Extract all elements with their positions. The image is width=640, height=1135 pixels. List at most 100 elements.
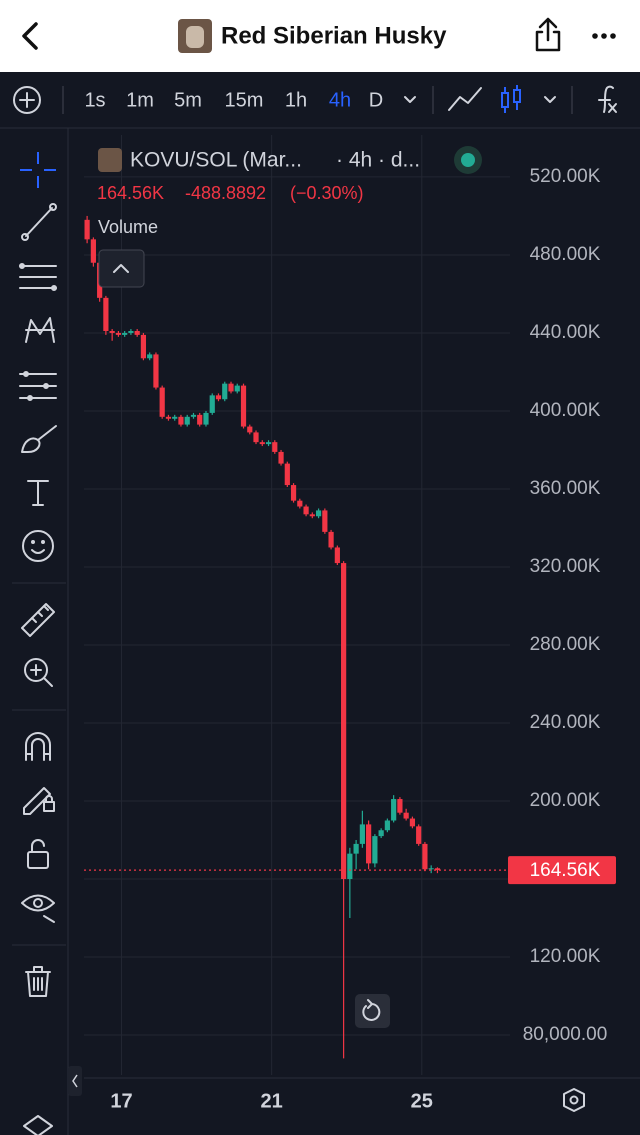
layers-tool[interactable] bbox=[23, 1115, 53, 1135]
emoji-tool[interactable] bbox=[22, 530, 54, 562]
interval-dropdown[interactable] bbox=[404, 96, 416, 103]
reset-button[interactable] bbox=[355, 994, 390, 1028]
candle-body bbox=[372, 836, 378, 864]
y-tick-label: 200.00K bbox=[530, 790, 601, 811]
candle-body bbox=[172, 416, 178, 419]
zoom-tool[interactable] bbox=[24, 658, 53, 687]
y-tick-label: 400.00K bbox=[530, 400, 601, 421]
indicators-button[interactable] bbox=[598, 85, 617, 113]
y-tick-label: 80,000.00 bbox=[523, 1024, 608, 1045]
candle-body bbox=[115, 332, 122, 335]
share-button[interactable] bbox=[535, 17, 561, 52]
interval-button[interactable]: 1h bbox=[285, 89, 307, 111]
x-tick-label: 17 bbox=[110, 1090, 132, 1112]
x-tick-label: 21 bbox=[261, 1090, 283, 1112]
candle-body bbox=[253, 432, 259, 443]
y-tick-label: 320.00K bbox=[530, 556, 601, 577]
brush-tool[interactable] bbox=[21, 425, 57, 453]
candle-body bbox=[397, 799, 403, 813]
interval-button[interactable]: 15m bbox=[225, 89, 264, 111]
x-tick-label: 25 bbox=[411, 1090, 433, 1112]
candle-body bbox=[359, 824, 365, 844]
candle-body bbox=[259, 442, 265, 445]
nav-bar bbox=[0, 0, 640, 72]
candle-body bbox=[178, 416, 184, 425]
y-tick-label: 440.00K bbox=[530, 322, 601, 343]
back-button[interactable] bbox=[22, 22, 38, 50]
sidebar-toggle[interactable] bbox=[68, 1066, 82, 1096]
candle-body bbox=[297, 500, 303, 507]
candle-body bbox=[134, 330, 140, 335]
candle-body bbox=[328, 531, 334, 548]
candle-body bbox=[409, 818, 416, 827]
text-tool[interactable] bbox=[27, 480, 49, 506]
candle-body bbox=[341, 563, 347, 880]
sidebar-toggle-icon bbox=[72, 1074, 78, 1088]
candle-body bbox=[403, 812, 409, 819]
candle-body bbox=[416, 826, 422, 844]
settings-icon bbox=[569, 1095, 579, 1105]
crosshair-tool[interactable] bbox=[20, 152, 56, 188]
price: 164.56K bbox=[97, 183, 164, 203]
interval-button[interactable]: 4h bbox=[329, 89, 351, 111]
lock-tool[interactable] bbox=[27, 839, 49, 869]
prediction-tool[interactable] bbox=[19, 371, 57, 401]
chart-type-dropdown[interactable] bbox=[544, 96, 556, 103]
candle-body bbox=[203, 412, 209, 425]
candle-body bbox=[159, 387, 165, 417]
candle-body bbox=[165, 416, 172, 419]
settings-button[interactable] bbox=[563, 1088, 585, 1112]
interval-button[interactable]: D bbox=[369, 89, 383, 111]
collapse-legend[interactable] bbox=[98, 249, 145, 288]
candle-body bbox=[347, 853, 353, 880]
candle-body bbox=[278, 451, 284, 464]
candle-body bbox=[228, 383, 234, 392]
add-button[interactable] bbox=[13, 86, 41, 114]
ruler-tool[interactable] bbox=[21, 603, 55, 637]
candle-body bbox=[240, 385, 247, 427]
candle-body bbox=[428, 868, 434, 870]
candle-body bbox=[222, 383, 228, 400]
plot-area: 80,000.00120.00K160.00K200.00K240.00K280… bbox=[84, 135, 616, 1112]
candle-body bbox=[422, 843, 428, 870]
candle-body bbox=[234, 385, 240, 392]
line-chart-button[interactable] bbox=[448, 87, 482, 111]
avatar-face bbox=[186, 26, 204, 48]
pattern-tool[interactable] bbox=[25, 317, 55, 343]
candle-chart-button[interactable] bbox=[501, 85, 521, 113]
delete-tool[interactable] bbox=[25, 966, 51, 997]
candle-body bbox=[197, 414, 203, 425]
symbol: KOVU/SOL (Mar... bbox=[130, 149, 302, 172]
interval-button[interactable]: 1s bbox=[84, 89, 105, 111]
candle-body bbox=[184, 416, 190, 425]
market-status-dot bbox=[461, 153, 475, 167]
candle-body bbox=[247, 426, 253, 433]
candle-body bbox=[322, 510, 328, 532]
last-price-label: 164.56K bbox=[530, 860, 601, 881]
candle-body bbox=[315, 510, 322, 517]
candle-body bbox=[109, 330, 115, 333]
candle-body bbox=[353, 843, 359, 854]
drawing-mode-tool[interactable] bbox=[23, 787, 55, 815]
toolbar bbox=[0, 72, 640, 128]
symbol-avatar bbox=[98, 148, 122, 172]
interval-button[interactable]: 1m bbox=[126, 89, 154, 111]
trend-line-tool[interactable] bbox=[21, 203, 57, 241]
fib-tool[interactable] bbox=[19, 263, 57, 291]
more-button[interactable] bbox=[592, 33, 616, 39]
candle-body bbox=[122, 332, 128, 335]
change: -488.8892 bbox=[185, 183, 266, 203]
candle-body bbox=[378, 830, 384, 837]
y-tick-label: 520.00K bbox=[530, 166, 601, 187]
candle-body bbox=[147, 354, 153, 359]
candle-body bbox=[153, 354, 159, 388]
candle-body bbox=[309, 514, 315, 517]
interval-button[interactable]: 5m bbox=[174, 89, 202, 111]
visibility-tool[interactable] bbox=[21, 894, 55, 923]
candle-body bbox=[84, 219, 90, 240]
interval-list: 1s 1m 5m 15m 1h 4h D bbox=[84, 89, 383, 111]
magnet-tool[interactable] bbox=[25, 732, 51, 761]
interval: · 4h · d... bbox=[336, 149, 420, 172]
